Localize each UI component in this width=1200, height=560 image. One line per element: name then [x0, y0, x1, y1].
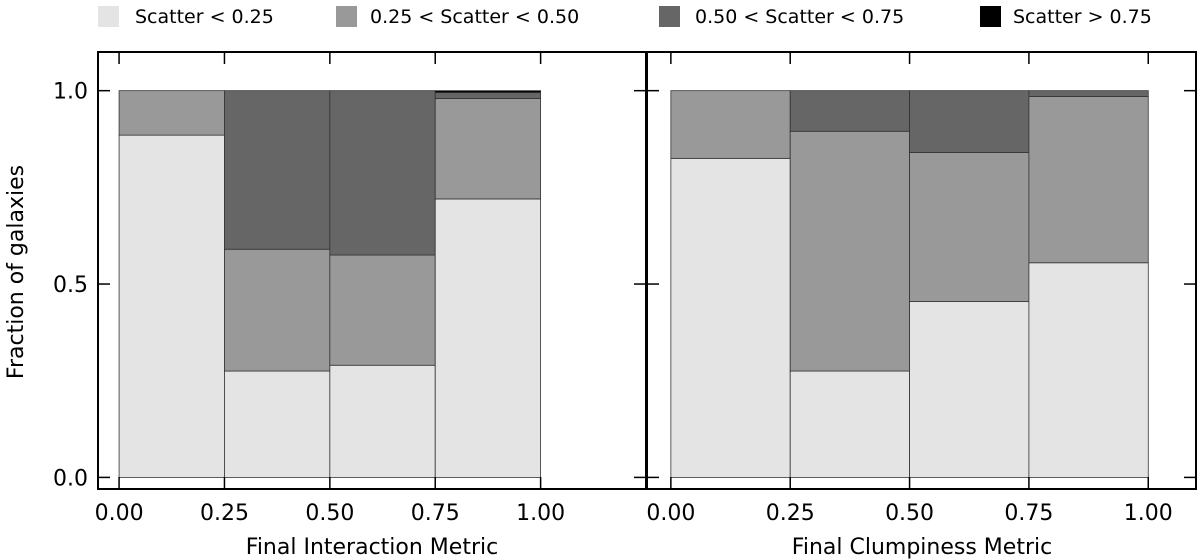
bar-segment	[434, 198, 542, 478]
legend-entry: 0.25 < Scatter < 0.50	[336, 6, 579, 28]
bar-segment	[909, 301, 1030, 478]
y-axis-title: Fraction of galaxies	[4, 165, 29, 379]
legend-label-scatter-025-050: 0.25 < Scatter < 0.50	[370, 6, 579, 28]
legend-entry: Scatter > 0.75	[980, 6, 1152, 28]
bar-segment	[329, 254, 436, 366]
x-tick-label: 0.00	[95, 501, 144, 526]
x-tick-label: 1.00	[1124, 501, 1173, 526]
x-tick-label: 0.00	[646, 501, 695, 526]
legend: Scatter < 0.25 0.25 < Scatter < 0.50 0.5…	[98, 6, 1152, 28]
x-tick-label: 0.25	[200, 501, 249, 526]
panel-1: 0.00 0.25 0.50 0.75 1.00 0.0 0.5 1.0 Final Inter…	[53, 51, 647, 560]
legend-swatch-scatter-050-075	[659, 6, 680, 27]
bar-segment	[434, 90, 542, 94]
legend-swatch-scatter-lt-025	[98, 6, 119, 27]
bar-segment	[909, 152, 1030, 302]
bar-segment	[909, 90, 1030, 153]
bar-segment	[434, 92, 542, 99]
x-axis-title: Final Interaction Metric	[246, 535, 498, 560]
legend-entry: 0.50 < Scatter < 0.75	[659, 6, 904, 28]
legend-label-scatter-gt-075: Scatter > 0.75	[1013, 6, 1152, 28]
bar-segment	[118, 90, 225, 136]
bar-segment	[1028, 90, 1149, 97]
bar-segment	[224, 248, 331, 372]
bar-segment	[789, 130, 910, 372]
bar-segment	[1028, 96, 1149, 264]
legend-entry: Scatter < 0.25	[98, 6, 274, 28]
y-tick-label: 0.0	[53, 466, 88, 491]
bar-segment	[434, 98, 542, 200]
x-tick-label: 0.75	[411, 501, 460, 526]
legend-label-scatter-050-075: 0.50 < Scatter < 0.75	[695, 6, 904, 28]
bar-segment	[224, 90, 331, 250]
legend-swatch-scatter-025-050	[336, 6, 357, 27]
bar-segment	[329, 364, 436, 478]
legend-label-scatter-lt-025: Scatter < 0.25	[135, 6, 274, 28]
bar-segment	[118, 134, 225, 478]
x-axis-title: Final Clumpiness Metric	[792, 535, 1052, 560]
y-tick-label: 0.5	[53, 273, 88, 298]
x-tick-label: 1.00	[516, 501, 565, 526]
bar-segment	[670, 157, 791, 478]
bar-segment	[224, 370, 331, 478]
x-tick-label: 0.50	[885, 501, 934, 526]
y-tick-label: 1.0	[53, 80, 88, 105]
bar-segment	[670, 90, 791, 159]
bar-segment	[789, 370, 910, 478]
bar-segment	[1028, 262, 1149, 478]
panels: 0.00 0.25 0.50 0.75 1.00 0.0 0.5 1.0 Final Inter…	[53, 51, 1197, 560]
bar-segment	[789, 90, 910, 132]
panel-2: 0.00 0.25 0.50 0.75 1.00 Final Clumpiness Met…	[646, 51, 1197, 560]
x-tick-label: 0.25	[766, 501, 815, 526]
bar-segment	[329, 90, 436, 256]
legend-swatch-scatter-gt-075	[980, 6, 1001, 27]
x-tick-label: 0.50	[305, 501, 354, 526]
x-tick-label: 0.75	[1004, 501, 1053, 526]
plot-frame	[646, 51, 1197, 490]
